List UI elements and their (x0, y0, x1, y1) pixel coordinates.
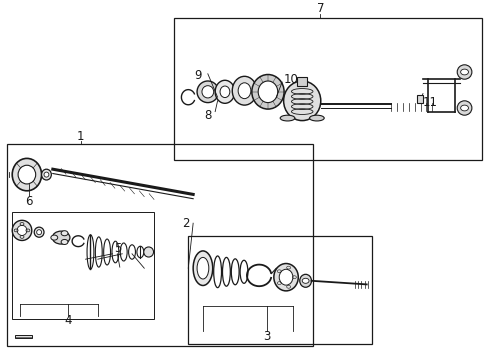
Circle shape (460, 105, 468, 111)
Ellipse shape (280, 115, 294, 121)
Text: 4: 4 (64, 314, 72, 327)
Ellipse shape (299, 274, 311, 287)
Ellipse shape (202, 86, 213, 98)
Ellipse shape (44, 172, 49, 177)
Ellipse shape (232, 76, 256, 105)
Ellipse shape (143, 247, 153, 257)
Bar (15, 335, 32, 338)
Text: 6: 6 (25, 195, 33, 208)
Ellipse shape (273, 264, 298, 291)
Circle shape (302, 278, 308, 283)
Circle shape (299, 79, 305, 83)
Bar (7, 144, 312, 346)
Ellipse shape (309, 115, 324, 121)
Ellipse shape (12, 220, 32, 240)
Ellipse shape (18, 165, 36, 184)
Circle shape (61, 239, 68, 244)
Ellipse shape (238, 83, 250, 99)
Ellipse shape (220, 86, 229, 98)
Ellipse shape (251, 75, 284, 109)
Ellipse shape (41, 169, 51, 180)
Ellipse shape (17, 225, 27, 235)
Text: 9: 9 (194, 69, 202, 82)
Ellipse shape (279, 269, 292, 285)
Circle shape (61, 231, 68, 236)
Ellipse shape (456, 65, 471, 79)
Text: 3: 3 (262, 330, 270, 343)
Ellipse shape (215, 80, 234, 103)
Bar (12, 212, 154, 319)
Text: 5: 5 (113, 242, 121, 255)
Text: 7: 7 (316, 3, 324, 15)
Ellipse shape (37, 230, 41, 235)
Bar (416, 95, 422, 103)
Circle shape (460, 69, 468, 75)
Circle shape (51, 235, 58, 240)
Bar (173, 18, 481, 160)
Text: 2: 2 (182, 217, 189, 230)
Ellipse shape (34, 227, 44, 237)
Ellipse shape (197, 81, 218, 103)
Text: 8: 8 (203, 109, 211, 122)
Ellipse shape (197, 257, 208, 279)
Bar (297, 77, 306, 86)
Ellipse shape (193, 251, 212, 285)
Ellipse shape (12, 158, 41, 191)
Circle shape (52, 231, 70, 244)
Ellipse shape (456, 101, 471, 115)
Ellipse shape (258, 81, 277, 103)
Text: 10: 10 (283, 73, 298, 86)
Ellipse shape (283, 81, 320, 121)
Text: 11: 11 (422, 96, 437, 109)
Bar (188, 236, 371, 344)
Text: 1: 1 (77, 130, 84, 143)
